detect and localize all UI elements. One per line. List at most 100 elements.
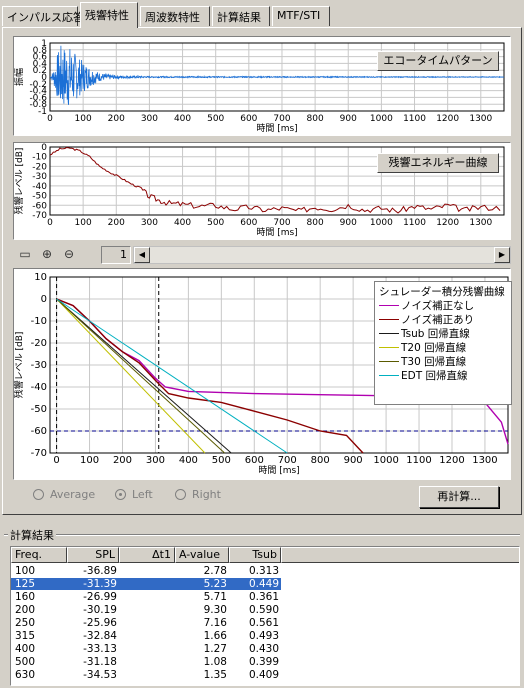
chart-toolbar: ▭ ⊕ ⊖ 1 ◀ ▶ bbox=[15, 246, 511, 264]
y-tick-label: -50 bbox=[31, 404, 47, 415]
x-tick-label: 300 bbox=[141, 218, 158, 228]
table-cell: 200 bbox=[15, 604, 36, 616]
x-tick-label: 300 bbox=[146, 455, 165, 466]
chart-legend: シュレーダー積分残響曲線 ノイズ補正なし ノイズ補正あり Tsub 回帰直線 T… bbox=[374, 281, 512, 405]
x-tick-label: 200 bbox=[113, 455, 132, 466]
table-cell: 0.430 bbox=[248, 643, 279, 655]
page-number-field[interactable]: 1 bbox=[101, 246, 131, 264]
table-cell: 1.66 bbox=[203, 630, 227, 642]
x-tick-label: 0 bbox=[47, 218, 53, 228]
table-row[interactable]: 400 -33.13 1.27 0.430 bbox=[11, 643, 281, 655]
table-cell: 1.27 bbox=[203, 643, 227, 655]
tab-mtf-sti[interactable]: MTF/STI bbox=[272, 6, 330, 26]
horizontal-scrollbar[interactable]: ◀ ▶ bbox=[133, 246, 511, 264]
legend-item: EDT 回帰直線 bbox=[379, 368, 467, 382]
y-axis-label: 残響レベル [dB] bbox=[14, 332, 25, 399]
chart-title: エコータイムパターン bbox=[377, 51, 499, 71]
x-tick-label: 800 bbox=[311, 455, 330, 466]
col-tsub[interactable]: Tsub bbox=[229, 547, 281, 563]
table-cell: 500 bbox=[15, 656, 36, 668]
col-spl[interactable]: SPL bbox=[67, 547, 119, 563]
table-row[interactable]: 250 -25.96 7.16 0.561 bbox=[11, 617, 281, 629]
x-tick-label: 1100 bbox=[406, 455, 431, 466]
scroll-left-icon[interactable]: ◀ bbox=[134, 247, 150, 263]
recalculate-button[interactable]: 再計算... bbox=[419, 486, 499, 508]
table-row[interactable]: 500 -31.18 1.08 0.399 bbox=[11, 656, 281, 668]
schroeder-curve-chart: 0 100 200 300 400 500 600 700 800 900 1000 1100 1200… bbox=[13, 268, 512, 480]
zoom-in-icon[interactable]: ⊕ bbox=[41, 247, 53, 261]
x-tick-label: 900 bbox=[340, 218, 357, 228]
table-cell: 9.30 bbox=[203, 604, 227, 616]
table-row[interactable]: 160 -26.99 5.71 0.361 bbox=[11, 591, 281, 603]
table-row[interactable]: 125 -31.39 5.23 0.449 bbox=[11, 578, 281, 590]
table-cell: 1.08 bbox=[203, 656, 227, 668]
y-tick-label: -50 bbox=[32, 192, 47, 202]
results-group-title: 計算結果 bbox=[8, 527, 56, 543]
table-cell: 0.409 bbox=[248, 669, 279, 681]
scroll-right-icon[interactable]: ▶ bbox=[494, 247, 510, 263]
x-axis-label: 時間 [ms] bbox=[258, 465, 299, 476]
series-line-4 bbox=[56, 298, 225, 454]
y-tick-label: 0 bbox=[41, 73, 47, 83]
radio-average[interactable]: Average bbox=[33, 488, 95, 501]
col-freq[interactable]: Freq. bbox=[11, 547, 67, 563]
y-tick-label: -30 bbox=[32, 172, 47, 182]
table-cell: -31.18 bbox=[83, 656, 117, 668]
y-tick-label: 0.6 bbox=[33, 53, 48, 63]
energy-decay-line bbox=[49, 146, 501, 214]
radio-dot[interactable] bbox=[175, 489, 186, 500]
tab-results[interactable]: 計算結果 bbox=[212, 6, 270, 26]
y-tick-label: 0.2 bbox=[33, 66, 47, 76]
group-divider bbox=[4, 534, 520, 536]
legend-item: ノイズ補正なし bbox=[379, 298, 474, 312]
x-tick-label: 1200 bbox=[436, 114, 459, 124]
radio-right[interactable]: Right bbox=[175, 488, 221, 501]
table-row[interactable]: 100 -36.89 2.78 0.313 bbox=[11, 565, 281, 577]
legend-item: T30 回帰直線 bbox=[379, 354, 466, 368]
x-tick-label: 0 bbox=[53, 455, 59, 466]
x-tick-label: 1200 bbox=[439, 455, 464, 466]
tab-frequency[interactable]: 周波数特性 bbox=[140, 6, 210, 26]
table-cell: 250 bbox=[15, 617, 36, 629]
table-cell: 125 bbox=[15, 578, 36, 590]
plot-frame bbox=[49, 146, 505, 216]
table-cell: 2.78 bbox=[203, 565, 227, 577]
x-tick-label: 1100 bbox=[403, 218, 426, 228]
table-cell: -36.89 bbox=[83, 565, 117, 577]
fit-view-icon[interactable]: ▭ bbox=[19, 247, 31, 261]
y-tick-label: 0 bbox=[41, 294, 47, 305]
tab-reverberation[interactable]: 残響特性 bbox=[80, 2, 138, 28]
radio-dot[interactable] bbox=[33, 489, 44, 500]
y-tick-label: 0.4 bbox=[33, 59, 48, 69]
y-tick-label: -20 bbox=[31, 338, 47, 349]
y-tick-label: -70 bbox=[31, 448, 47, 459]
x-tick-label: 700 bbox=[278, 455, 297, 466]
legend-item: ノイズ補正あり bbox=[379, 312, 474, 326]
x-axis-label: 時間 [ms] bbox=[256, 227, 297, 238]
table-row[interactable]: 200 -30.19 9.30 0.590 bbox=[11, 604, 281, 616]
table-row[interactable]: 315 -32.84 1.66 0.493 bbox=[11, 630, 281, 642]
table-cell: 0.399 bbox=[248, 656, 279, 668]
y-tick-label: -60 bbox=[32, 201, 47, 211]
col-avalue[interactable]: A-value bbox=[175, 547, 229, 563]
results-list[interactable]: Freq. SPL Δt1 A-value Tsub 100 -36.89 2.78… bbox=[10, 546, 520, 686]
tab-impulse-response[interactable]: インパルス応答 bbox=[2, 6, 84, 26]
tab-bar: インパルス応答 残響特性 周波数特性 計算結果 MTF/STI bbox=[0, 0, 524, 28]
table-cell: 0.449 bbox=[248, 578, 279, 590]
chart-title: 残響エネルギー曲線 bbox=[377, 153, 499, 173]
reverberation-panel: 0 100 200 300 400 500 600 700 800 900 1000 1100 1200… bbox=[2, 27, 522, 515]
y-tick-label: 0 bbox=[41, 143, 47, 153]
y-tick-label: -0.6 bbox=[29, 93, 47, 103]
x-tick-label: 900 bbox=[340, 114, 357, 124]
y-tick-label: -0.2 bbox=[29, 80, 47, 90]
y-axis-label: 振幅 bbox=[14, 68, 25, 86]
table-row[interactable]: 630 -34.53 1.35 0.409 bbox=[11, 669, 281, 681]
col-dt1[interactable]: Δt1 bbox=[119, 547, 175, 563]
x-tick-label: 100 bbox=[75, 114, 92, 124]
table-cell: 0.361 bbox=[248, 591, 279, 603]
channel-radio-group: Average Left Right bbox=[33, 488, 333, 506]
radio-dot[interactable] bbox=[115, 489, 126, 500]
x-tick-label: 600 bbox=[240, 114, 257, 124]
zoom-out-icon[interactable]: ⊖ bbox=[63, 247, 75, 261]
radio-left[interactable]: Left bbox=[115, 488, 153, 501]
